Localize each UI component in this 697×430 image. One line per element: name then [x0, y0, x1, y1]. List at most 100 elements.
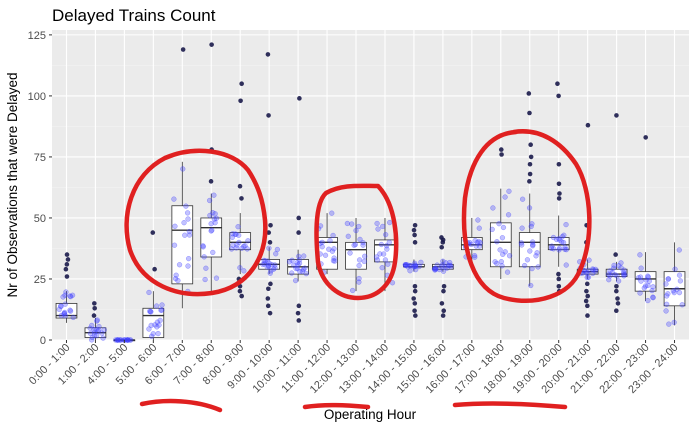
jitter-point — [529, 221, 535, 227]
outlier-point — [614, 283, 619, 289]
jitter-point — [212, 220, 218, 226]
outlier-point — [268, 281, 273, 287]
jitter-point — [519, 225, 525, 231]
outlier-point — [238, 98, 243, 104]
outlier-point — [64, 274, 70, 279]
jitter-point — [357, 236, 363, 243]
jitter-point — [563, 221, 569, 228]
jitter-point — [157, 317, 163, 324]
jitter-point — [500, 251, 506, 258]
outlier-point — [440, 313, 446, 318]
jitter-point — [584, 274, 590, 281]
jitter-point — [331, 246, 337, 252]
outlier-point — [239, 81, 244, 87]
jitter-point — [664, 301, 670, 307]
outlier-point — [585, 122, 591, 128]
jitter-point — [563, 262, 569, 268]
jitter-point — [383, 243, 390, 249]
jitter-point — [612, 272, 618, 278]
jitter-point — [60, 294, 66, 300]
outlier-point — [150, 230, 156, 235]
jitter-point — [413, 266, 419, 273]
outlier-point — [555, 81, 560, 87]
outlier-point — [412, 288, 418, 294]
outlier-point — [296, 303, 302, 309]
jitter-point — [67, 307, 73, 313]
jitter-point — [377, 251, 383, 257]
jitter-point — [326, 246, 332, 252]
jitter-point — [180, 166, 186, 172]
outlier-point — [297, 96, 302, 101]
jitter-point — [621, 271, 627, 277]
jitter-point — [638, 265, 644, 271]
outlier-point — [180, 47, 186, 52]
jitter-point — [550, 234, 557, 241]
jitter-point — [301, 253, 307, 259]
jitter-point — [302, 265, 308, 271]
jitter-point — [559, 239, 565, 245]
jitter-point — [527, 248, 533, 254]
outlier-point — [528, 154, 534, 160]
jitter-point — [497, 247, 503, 253]
jitter-point — [100, 335, 106, 341]
jitter-point — [237, 265, 243, 271]
jitter-point — [274, 246, 281, 253]
outlier-point — [237, 183, 243, 189]
jitter-point — [499, 235, 506, 241]
jitter-point — [498, 258, 504, 265]
outlier-point — [556, 93, 561, 99]
jitter-point — [270, 266, 277, 272]
jitter-point — [289, 270, 295, 276]
x-axis-label: Operating Hour — [324, 407, 417, 422]
jitter-point — [356, 257, 363, 263]
hand-drawn-annotations — [124, 129, 592, 413]
outlier-point — [556, 181, 562, 187]
jitter-point — [494, 260, 500, 267]
jitter-point — [380, 251, 387, 257]
outlier-point — [267, 240, 273, 245]
jitter-point — [146, 289, 152, 296]
outlier-point — [266, 113, 271, 118]
jitter-point — [208, 228, 214, 234]
outlier-point — [584, 281, 590, 287]
jitter-point — [361, 258, 367, 265]
jitter-point — [677, 278, 684, 284]
jitter-point — [663, 281, 669, 287]
jitter-point — [500, 224, 507, 231]
jitter-point — [182, 232, 188, 238]
annotation-circle-evening — [461, 129, 592, 303]
jitter-point — [353, 227, 359, 234]
jitter-point — [502, 194, 508, 200]
outlier-point — [557, 191, 562, 196]
jitter-point — [62, 309, 68, 316]
jitter-point — [327, 237, 333, 244]
outlier-point — [439, 235, 444, 240]
outlier-point — [439, 301, 445, 306]
jitter-point — [378, 241, 384, 248]
jitter-point — [383, 231, 389, 238]
jitter-point — [533, 253, 539, 259]
jitter-point — [530, 243, 536, 249]
jitter-point — [663, 308, 669, 314]
box-body — [229, 232, 252, 251]
y-tick-label: 75 — [34, 152, 46, 164]
jitter-point — [618, 265, 624, 271]
outlier-point — [265, 303, 271, 309]
outlier-point — [527, 110, 532, 116]
outlier-point — [585, 303, 590, 309]
outlier-point — [239, 293, 244, 299]
jitter-point — [379, 265, 385, 271]
jitter-point — [528, 282, 534, 289]
jitter-point — [125, 337, 131, 343]
outlier-point — [412, 222, 418, 228]
jitter-point — [232, 231, 238, 237]
jitter-point — [605, 271, 612, 277]
outlier-point — [413, 313, 418, 318]
jitter-point — [548, 245, 555, 252]
jitter-point — [332, 258, 338, 264]
jitter-point — [519, 242, 525, 248]
y-axis: 0 25 50 75 100 125 — [28, 30, 52, 347]
jitter-point — [496, 221, 502, 227]
jitter-point — [535, 264, 541, 270]
